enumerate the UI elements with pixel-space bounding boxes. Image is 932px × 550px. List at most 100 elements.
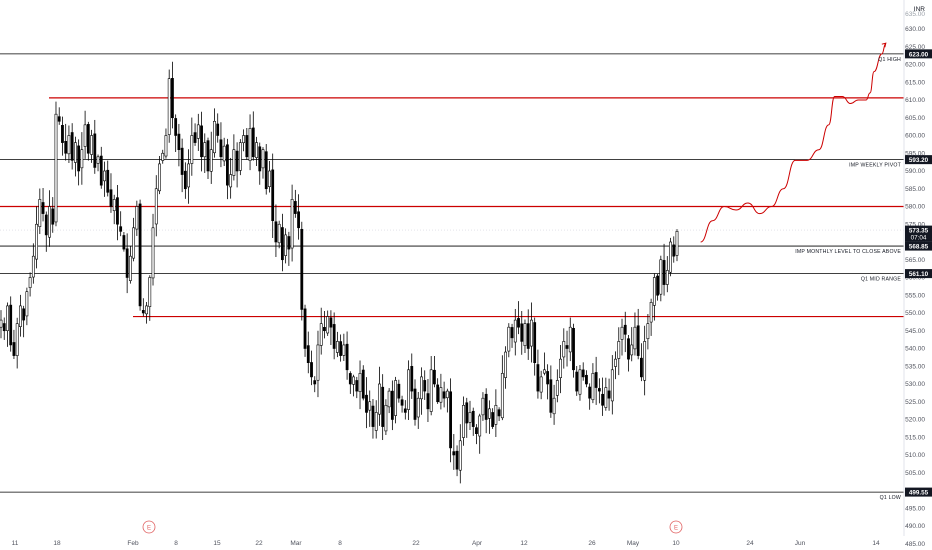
- candle-body: [455, 450, 459, 470]
- candle-body: [526, 323, 530, 349]
- candle-body: [471, 410, 475, 427]
- candle-body: [449, 391, 452, 449]
- price-badge-label: 568.85: [909, 243, 929, 250]
- y-tick-label: 530.00: [905, 381, 925, 388]
- price-badge-label: 499.55: [909, 489, 929, 496]
- x-tick-label: 18: [53, 540, 61, 547]
- candle-body: [403, 408, 407, 413]
- x-tick-label: 8: [338, 540, 342, 547]
- candle-body: [51, 208, 55, 225]
- arrow-head-icon: [881, 42, 887, 48]
- x-axis: 11 18 Feb 8 15 22 Mar 8 22 Apr 12 26 May 10 24 Jun 14: [12, 540, 880, 547]
- price-badge: [905, 155, 932, 165]
- candle-body: [235, 150, 239, 172]
- y-tick-label: 485.00: [905, 541, 925, 548]
- candle-body: [429, 369, 433, 412]
- candle-body: [332, 324, 336, 349]
- level-label: IMP MONTHLY LEVEL TO CLOSE ABOVE: [795, 249, 901, 255]
- price-badge: [905, 269, 932, 279]
- candle-body: [646, 323, 650, 340]
- candle-body: [507, 326, 511, 352]
- candle-body: [426, 393, 430, 410]
- candle-body: [568, 326, 572, 353]
- candle-body: [575, 371, 579, 392]
- candle-body: [151, 227, 155, 279]
- candle-body: [119, 226, 123, 232]
- candle-body: [164, 135, 168, 157]
- candle-body: [617, 341, 621, 359]
- candle-body: [649, 302, 653, 323]
- candle-body: [342, 344, 346, 356]
- y-tick-label: 560.00: [905, 275, 925, 282]
- y-tick-label: 565.00: [905, 257, 925, 264]
- x-tick-label: Mar: [290, 540, 302, 547]
- candle-body: [96, 156, 100, 164]
- candle-body: [339, 341, 343, 356]
- candle-body: [15, 323, 19, 356]
- candle-body: [578, 369, 582, 395]
- candle-body: [555, 380, 559, 396]
- candle-body: [245, 135, 249, 158]
- candle-body: [83, 124, 87, 147]
- candle-body: [229, 174, 233, 188]
- candle-body: [378, 383, 381, 415]
- y-tick-label: 610.00: [905, 97, 925, 104]
- candle-body: [358, 373, 362, 392]
- y-tick-label: 525.00: [905, 399, 925, 406]
- candle-body: [57, 116, 61, 122]
- y-tick-label: 535.00: [905, 363, 925, 370]
- candle-body: [180, 147, 184, 175]
- candle-body: [348, 373, 352, 385]
- candle-body: [116, 197, 119, 225]
- candle-body: [2, 323, 6, 332]
- candle-body: [445, 390, 449, 399]
- candle-body: [397, 383, 401, 399]
- candle-body: [171, 78, 174, 119]
- candle-body: [242, 135, 245, 144]
- candle-body: [416, 397, 420, 418]
- candle-body: [672, 244, 676, 257]
- candle-body: [530, 319, 533, 347]
- level-label: Q1 MID RANGE: [861, 277, 901, 283]
- candle-body: [25, 291, 29, 317]
- candle-body: [413, 388, 417, 420]
- candle-body: [652, 277, 656, 306]
- candle-body: [335, 341, 339, 353]
- last-price-badge: [905, 225, 932, 242]
- candle-body: [326, 316, 330, 334]
- candle-body: [374, 412, 378, 431]
- candle-body: [361, 369, 365, 399]
- level-label: IMP WEEKLY PIVOT: [849, 163, 902, 169]
- candle-body: [636, 325, 640, 356]
- x-tick-label: 24: [746, 540, 754, 547]
- y-tick-label: 510.00: [905, 452, 925, 459]
- candle-body: [132, 227, 136, 259]
- candle-body: [520, 323, 524, 342]
- candle-body: [183, 170, 187, 190]
- candle-body: [394, 380, 398, 416]
- candle-body: [19, 305, 22, 327]
- candle-body: [99, 155, 103, 186]
- price-badge: [905, 487, 932, 497]
- candle-body: [158, 163, 161, 192]
- candle-body: [549, 379, 553, 413]
- candle-body: [122, 235, 126, 250]
- candle-body: [6, 305, 9, 331]
- candle-body: [167, 78, 171, 135]
- candle-body: [585, 374, 588, 385]
- candle-body: [433, 369, 436, 385]
- candle-body: [546, 371, 550, 385]
- candle-body: [400, 399, 404, 406]
- candle-body: [222, 145, 226, 162]
- candle-body: [70, 132, 74, 161]
- candle-body: [504, 351, 507, 378]
- candle-body: [675, 231, 679, 256]
- level-labels: Q1 HIGH IMP WEEKLY PIVOT IMP MONTHLY LEVEL…: [795, 57, 901, 501]
- candle-body: [591, 373, 595, 401]
- candle-body: [35, 223, 38, 260]
- earnings-marker-label: E: [147, 525, 151, 531]
- candle-body: [248, 128, 252, 161]
- y-tick-label: 505.00: [905, 470, 925, 477]
- countdown-label: 07:04: [911, 235, 927, 242]
